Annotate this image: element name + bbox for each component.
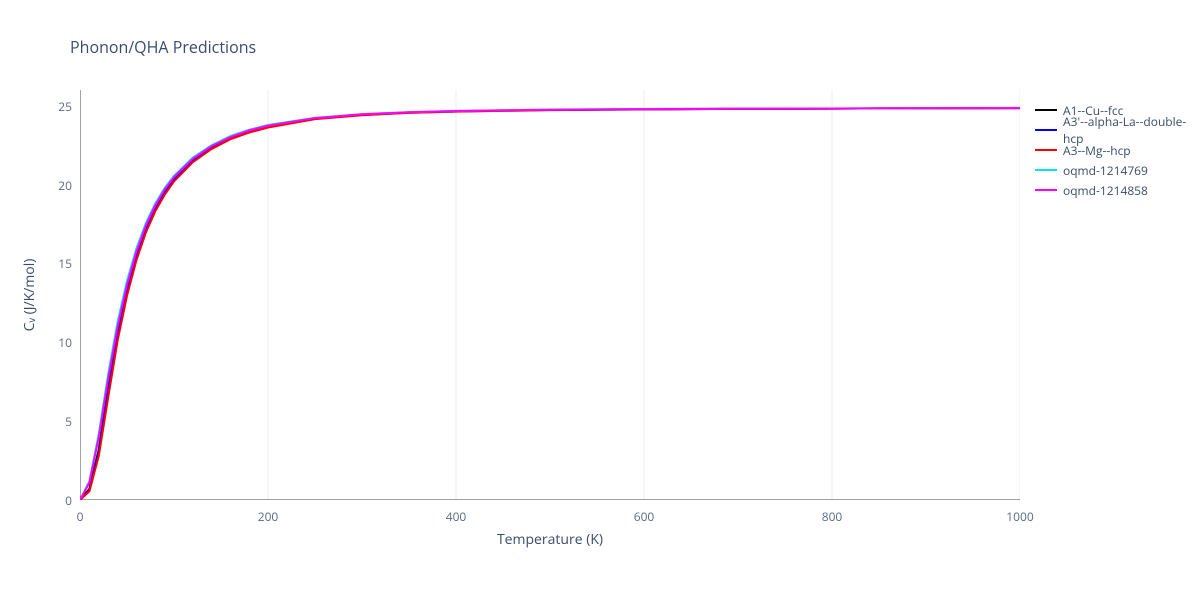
chart-svg [80,90,1020,500]
x-tick-label: 1000 [1000,508,1040,525]
x-tick-label: 0 [60,508,100,525]
y-tick-label: 15 [40,255,72,272]
y-tick-label: 25 [40,98,72,115]
x-tick-label: 400 [436,508,476,525]
series-line [80,108,1020,500]
legend-swatch [1035,109,1057,111]
y-tick-label: 0 [40,492,72,509]
x-tick-label: 200 [248,508,288,525]
legend-swatch [1035,129,1057,131]
legend-swatch [1035,189,1057,191]
y-tick-label: 5 [40,413,72,430]
y-tick-label: 10 [40,334,72,351]
y-tick-label: 20 [40,177,72,194]
legend-swatch [1035,149,1057,151]
legend-item[interactable]: oqmd-1214769 [1035,160,1200,180]
legend-label: oqmd-1214858 [1063,182,1148,199]
legend[interactable]: A1--Cu--fccA3'--alpha-La--double-hcpA3--… [1035,100,1200,200]
x-axis-label: Temperature (K) [80,530,1020,549]
legend-swatch [1035,169,1057,171]
series-line [80,108,1020,500]
x-tick-label: 600 [624,508,664,525]
y-axis-label: Cᵥ (J/K/mol) [20,90,40,500]
series-line [80,108,1020,500]
series-line [80,108,1020,500]
plot-area[interactable]: 020040060080010000510152025 [80,90,1020,500]
legend-item[interactable]: oqmd-1214858 [1035,180,1200,200]
legend-label: A3--Mg--hcp [1063,142,1131,159]
chart-title: Phonon/QHA Predictions [70,36,256,58]
series-line [80,108,1020,500]
x-tick-label: 800 [812,508,852,525]
legend-item[interactable]: A3'--alpha-La--double-hcp [1035,120,1200,140]
legend-label: oqmd-1214769 [1063,162,1148,179]
